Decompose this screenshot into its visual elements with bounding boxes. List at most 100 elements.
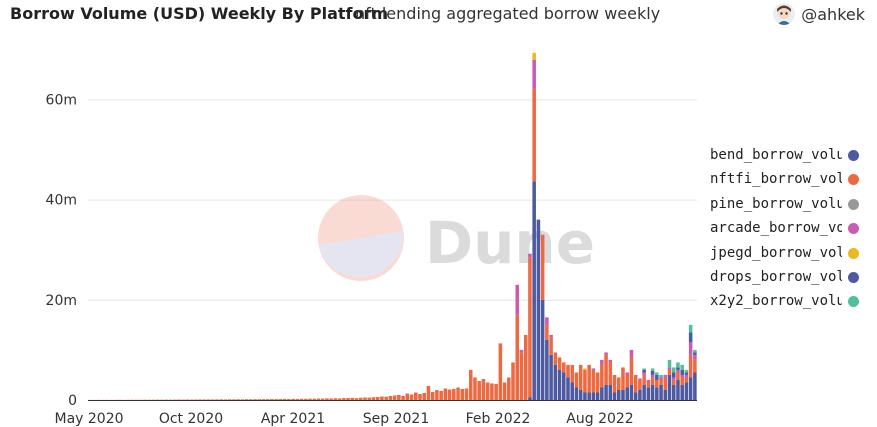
bar-segment[interactable] xyxy=(553,364,558,400)
bar-segment[interactable] xyxy=(350,397,355,400)
bar-segment[interactable] xyxy=(460,388,465,400)
bar-segment[interactable] xyxy=(198,399,202,401)
bar-segment[interactable] xyxy=(507,377,511,400)
bar-segment[interactable] xyxy=(354,398,359,400)
bar-segment[interactable] xyxy=(346,398,350,400)
bar-segment[interactable] xyxy=(621,389,625,400)
bar-segment[interactable] xyxy=(485,382,490,400)
bar-segment[interactable] xyxy=(642,372,646,375)
bar-segment[interactable] xyxy=(667,374,672,400)
bar-segment[interactable] xyxy=(502,382,507,400)
bar-segment[interactable] xyxy=(181,399,185,401)
bar-segment[interactable] xyxy=(287,399,291,400)
bar-segment[interactable] xyxy=(384,396,388,400)
bar-segment[interactable] xyxy=(633,392,638,400)
bar-segment[interactable] xyxy=(591,392,596,400)
bar-segment[interactable] xyxy=(566,377,570,400)
bar-segment[interactable] xyxy=(202,399,207,401)
bar-segment[interactable] xyxy=(308,398,312,400)
bar-segment[interactable] xyxy=(676,367,680,370)
bar-segment[interactable] xyxy=(693,352,697,355)
bar-segment[interactable] xyxy=(671,372,676,378)
legend-item[interactable]: nftfi_borrow_volur xyxy=(708,169,868,193)
bar-segment[interactable] xyxy=(557,357,562,370)
bar-segment[interactable] xyxy=(655,372,659,375)
bar-segment[interactable] xyxy=(583,369,587,393)
bar-segment[interactable] xyxy=(650,384,655,400)
bar-segment[interactable] xyxy=(312,398,317,400)
bar-segment[interactable] xyxy=(371,397,376,400)
bar-segment[interactable] xyxy=(667,359,672,368)
bar-segment[interactable] xyxy=(426,385,431,400)
bar-segment[interactable] xyxy=(210,399,215,401)
bar-segment[interactable] xyxy=(562,372,566,400)
bar-segment[interactable] xyxy=(659,384,663,400)
legend-item[interactable]: arcade_borrow_vo xyxy=(708,218,868,242)
bar-segment[interactable] xyxy=(663,389,668,400)
bar-segment[interactable] xyxy=(325,398,329,400)
bar-segment[interactable] xyxy=(553,352,558,365)
bar-segment[interactable] xyxy=(540,234,545,300)
legend-item[interactable]: x2y2_borrow_volu xyxy=(708,291,868,315)
bar-segment[interactable] xyxy=(528,257,532,398)
bar-segment[interactable] xyxy=(680,377,684,385)
bar-segment[interactable] xyxy=(684,372,689,375)
bar-segment[interactable] xyxy=(405,393,410,400)
bar-segment[interactable] xyxy=(490,383,494,400)
bar-segment[interactable] xyxy=(680,374,684,378)
bar-segment[interactable] xyxy=(359,397,363,400)
bar-segment[interactable] xyxy=(540,299,545,400)
bar-segment[interactable] xyxy=(498,343,503,400)
bar-segment[interactable] xyxy=(249,399,253,400)
bar-segment[interactable] xyxy=(219,399,223,400)
bar-segment[interactable] xyxy=(236,399,240,400)
bar-segment[interactable] xyxy=(659,379,663,385)
bar-segment[interactable] xyxy=(688,342,693,355)
bar-segment[interactable] xyxy=(464,388,469,400)
bar-segment[interactable] xyxy=(270,399,274,400)
bar-segment[interactable] xyxy=(481,378,486,400)
bar-segment[interactable] xyxy=(515,314,520,400)
bar-segment[interactable] xyxy=(659,374,663,378)
bar-segment[interactable] xyxy=(638,379,642,390)
bar-segment[interactable] xyxy=(671,384,676,400)
bar-segment[interactable] xyxy=(680,369,684,375)
bar-segment[interactable] xyxy=(574,372,579,388)
bar-segment[interactable] xyxy=(282,398,287,400)
bar-segment[interactable] xyxy=(625,374,629,388)
bar-segment[interactable] xyxy=(663,377,668,390)
bar-segment[interactable] xyxy=(452,388,456,400)
bar-segment[interactable] xyxy=(545,324,549,340)
bar-segment[interactable] xyxy=(333,398,338,400)
bar-segment[interactable] xyxy=(342,398,346,400)
bar-segment[interactable] xyxy=(650,370,655,375)
bar-segment[interactable] xyxy=(375,396,380,400)
bar-segment[interactable] xyxy=(600,387,604,400)
bar-segment[interactable] xyxy=(320,398,325,400)
bar-segment[interactable] xyxy=(676,379,680,400)
bar-segment[interactable] xyxy=(206,399,211,400)
bar-segment[interactable] xyxy=(562,362,566,373)
bar-segment[interactable] xyxy=(515,284,520,315)
bar-segment[interactable] xyxy=(574,387,579,400)
bar-segment[interactable] xyxy=(189,399,194,401)
bar-segment[interactable] xyxy=(388,395,393,400)
bar-segment[interactable] xyxy=(244,399,249,400)
bar-segment[interactable] xyxy=(693,372,697,400)
bar-segment[interactable] xyxy=(671,379,676,385)
bar-segment[interactable] xyxy=(600,359,604,365)
bar-segment[interactable] xyxy=(642,368,646,370)
bar-segment[interactable] xyxy=(621,367,625,390)
bar-segment[interactable] xyxy=(392,395,397,400)
bar-segment[interactable] xyxy=(265,399,270,400)
bar-segment[interactable] xyxy=(629,349,634,358)
bar-segment[interactable] xyxy=(430,391,435,400)
bar-segment[interactable] xyxy=(274,399,278,400)
bar-segment[interactable] xyxy=(608,359,613,363)
bar-segment[interactable] xyxy=(443,388,448,400)
bar-segment[interactable] xyxy=(578,389,583,400)
bar-segment[interactable] xyxy=(676,372,680,380)
bar-segment[interactable] xyxy=(633,374,638,393)
bar-segment[interactable] xyxy=(642,384,646,400)
bar-segment[interactable] xyxy=(468,369,473,400)
